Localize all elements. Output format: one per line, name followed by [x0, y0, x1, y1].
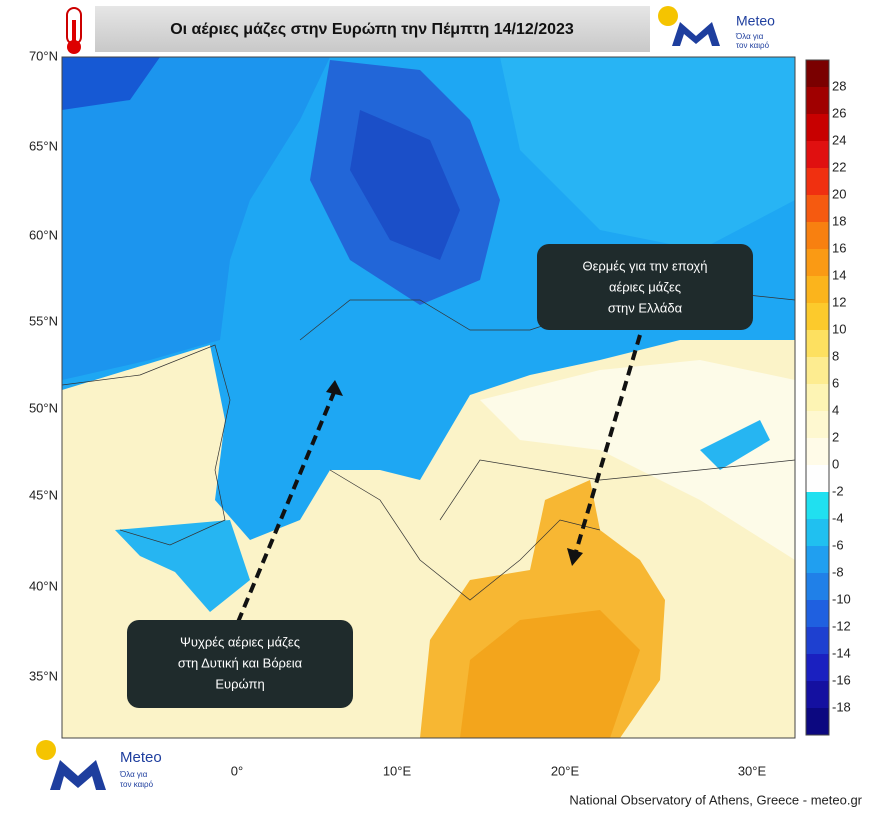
arrows [236, 334, 642, 623]
colorbar-band [806, 357, 829, 385]
longitude-labels: 0° 10°E 20°E 30°E [231, 763, 767, 778]
lat-label: 55°N [29, 313, 58, 328]
logo-name: Meteo [736, 13, 775, 29]
latitude-labels: 70°N 65°N 60°N 55°N 50°N 45°N 40°N 35°N [29, 48, 58, 683]
annotation-text: Ψυχρές αέριες μάζες [180, 634, 300, 649]
annotations: Θερμές για την εποχή αέριες μάζες στην Ελλ… [178, 258, 708, 691]
colorbar-label: -14 [832, 645, 851, 660]
colorbar-label: 2 [832, 429, 839, 444]
colorbar-band [806, 114, 829, 142]
colorbar-label: 18 [832, 213, 846, 228]
colorbar-band [806, 195, 829, 223]
colorbar-label: -10 [832, 591, 851, 606]
colorbar-band [806, 681, 829, 709]
lat-label: 40°N [29, 578, 58, 593]
colorbar-band [806, 411, 829, 439]
lon-label: 0° [231, 763, 243, 778]
colorbar-band [806, 222, 829, 250]
colorbar-band [806, 708, 829, 736]
colorbar-band [806, 276, 829, 304]
logo-tagline: τον καιρό [736, 41, 770, 50]
lon-label: 30°E [738, 763, 767, 778]
colorbar-label: 0 [832, 456, 839, 471]
lon-label: 10°E [383, 763, 412, 778]
colorbar-label: 28 [832, 78, 846, 93]
logo-bottom: Meteo Όλα για τον καιρό [36, 740, 162, 790]
colorbar-label: 10 [832, 321, 846, 336]
thermometer-icon [66, 7, 82, 54]
arrowhead [326, 380, 343, 396]
logo-name: Meteo [120, 749, 162, 766]
annotation-box [127, 620, 353, 708]
colorbar-label: 26 [832, 105, 846, 120]
colorbar-band [806, 303, 829, 331]
annotation-text: στη Δυτική και Βόρεια [178, 655, 303, 670]
colorbar-label: 14 [832, 267, 846, 282]
colorbar-label: 20 [832, 186, 846, 201]
colorbar-band [806, 141, 829, 169]
colorbar-band [806, 87, 829, 115]
colorbar-label: 4 [832, 402, 839, 417]
colorbar-band [806, 519, 829, 547]
colorbar-label: 6 [832, 375, 839, 390]
annotation-text: αέριες μάζες [609, 279, 681, 294]
annotation-text: Θερμές για την εποχή [583, 258, 708, 273]
colorbar-label: -8 [832, 564, 844, 579]
colorbar-label: -6 [832, 537, 844, 552]
colorbar-label: -4 [832, 510, 844, 525]
colorbar-label: -12 [832, 618, 851, 633]
colorbar-label: -18 [832, 699, 851, 714]
logo-tagline: τον καιρό [120, 780, 154, 789]
colorbar-band [806, 168, 829, 196]
colorbar-frame [805, 59, 830, 736]
colorbar-band [806, 600, 829, 628]
header-bar [95, 6, 650, 52]
colorbar-band [806, 654, 829, 682]
colorbar-label: 12 [832, 294, 846, 309]
colorbar-label: -2 [832, 483, 844, 498]
colorbar-label: 24 [832, 132, 846, 147]
logo-tagline: Όλα για [735, 32, 764, 41]
colorbar-band [806, 249, 829, 277]
lat-label: 60°N [29, 227, 58, 242]
colorbar-label: 16 [832, 240, 846, 255]
lat-label: 45°N [29, 487, 58, 502]
colorbar-band [806, 438, 829, 466]
lat-label: 70°N [29, 48, 58, 63]
colorbar-band [806, 627, 829, 655]
colorbar-band [806, 546, 829, 574]
lon-label: 20°E [551, 763, 580, 778]
colorbar-band [806, 573, 829, 601]
arrowhead [567, 548, 583, 566]
colorbar-label: -16 [832, 672, 851, 687]
colorbar-label: 22 [832, 159, 846, 174]
lat-label: 35°N [29, 668, 58, 683]
title: Οι αέριες μάζες στην Ευρώπη την Πέμπτη 1… [170, 21, 574, 38]
colorbar-band [806, 492, 829, 520]
annotation-text: στην Ελλάδα [608, 300, 683, 315]
logo-tagline: Όλα για [119, 770, 148, 779]
colorbar-band [806, 60, 829, 88]
colorbar-band [806, 465, 829, 493]
colorbar-label: 8 [832, 348, 839, 363]
colorbar-band [806, 330, 829, 358]
annotation-box [537, 244, 753, 330]
annotation-text: Ευρώπη [215, 676, 264, 691]
footer: National Observatory of Athens, Greece -… [569, 792, 862, 807]
colorbar: 2826242220181614121086420-2-4-6-8-10-12-… [805, 59, 851, 736]
colorbar-band [806, 384, 829, 412]
lat-label: 65°N [29, 138, 58, 153]
logo-top: Meteo Όλα για τον καιρό [656, 6, 790, 56]
lat-label: 50°N [29, 400, 58, 415]
